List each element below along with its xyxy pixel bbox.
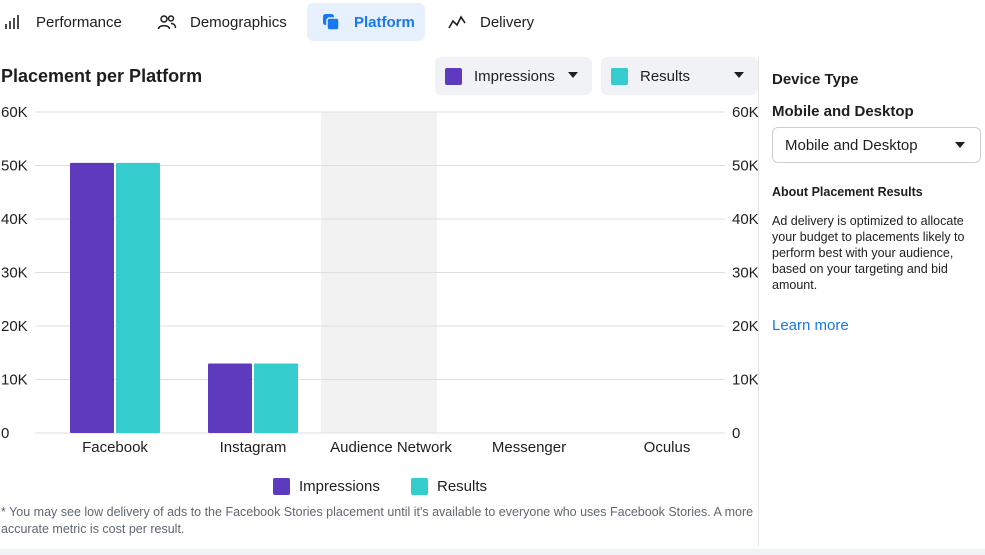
legend-impressions-swatch [273, 477, 290, 495]
caret-down-icon [734, 72, 744, 78]
placement-bar-chart: 0 0 10K 10K 20K 20K 30K 30K 40K 40K 50K 50K 60K 60K Fa… [1, 104, 758, 456]
y2-tick-label: 60K [732, 104, 758, 121]
tab-platform-label: Platform [354, 13, 415, 31]
results-metric-select[interactable]: Results [601, 57, 758, 95]
tab-platform[interactable]: Platform [307, 3, 425, 41]
legend-impressions[interactable]: Impressions [273, 475, 380, 497]
y2-tick-label: 20K [732, 318, 758, 335]
y2-tick-label: 30K [732, 265, 758, 282]
y2-tick-label: 40K [732, 211, 758, 228]
legend-results-swatch [411, 477, 428, 495]
x-category-label: Oculus [644, 439, 691, 456]
caret-down-icon [568, 72, 578, 78]
tab-demographics[interactable]: Demographics [150, 3, 297, 41]
about-placement-heading: About Placement Results [772, 185, 923, 199]
legend-results-label: Results [437, 477, 488, 495]
people-icon [156, 11, 178, 33]
y2-tick-label: 50K [732, 158, 758, 175]
chart-title: Placement per Platform [1, 66, 203, 86]
tab-demographics-label: Demographics [190, 13, 287, 31]
legend-results[interactable]: Results [411, 475, 487, 497]
device-type-subheading: Mobile and Desktop [772, 103, 914, 120]
y2-tick-label: 10K [732, 372, 758, 389]
x-category-label: Instagram [220, 439, 287, 456]
y-tick-label: 40K [1, 211, 28, 228]
x-category-label: Facebook [82, 439, 148, 456]
y-tick-label: 60K [1, 104, 28, 121]
tab-delivery[interactable]: Delivery [440, 3, 544, 41]
y-tick-label: 20K [1, 318, 28, 335]
device-type-dropdown[interactable]: Mobile and Desktop [772, 127, 981, 163]
y-tick-label: 50K [1, 158, 28, 175]
results-metric-label: Results [640, 67, 691, 85]
bar-impressions-instagram [208, 363, 252, 433]
results-swatch [611, 67, 628, 85]
learn-more-link[interactable]: Learn more [772, 317, 849, 334]
platform-icon [320, 11, 342, 33]
tab-bar: Performance Demographics Platform Delive… [0, 0, 985, 46]
bar-results-instagram [254, 363, 298, 433]
y2-tick-label: 0 [732, 425, 740, 442]
bar-results-facebook [116, 162, 160, 433]
impressions-swatch [445, 67, 462, 85]
tab-performance[interactable]: Performance [0, 3, 132, 41]
x-category-label: Audience Network [330, 439, 452, 456]
legend-impressions-label: Impressions [299, 477, 380, 495]
y-tick-label: 10K [1, 372, 28, 389]
about-placement-text: Ad delivery is optimized to allocate you… [772, 214, 965, 292]
impressions-metric-label: Impressions [474, 67, 555, 85]
x-category-label: Messenger [492, 439, 566, 456]
device-type-value: Mobile and Desktop [785, 136, 918, 154]
caret-down-icon [955, 142, 965, 148]
tab-performance-label: Performance [36, 13, 122, 31]
bar-impressions-facebook [70, 162, 114, 433]
y-tick-label: 0 [1, 425, 9, 442]
device-type-heading: Device Type [772, 71, 859, 88]
bottom-divider [0, 549, 985, 555]
delivery-line-icon [446, 11, 468, 33]
tab-delivery-label: Delivery [480, 13, 535, 31]
impressions-metric-select[interactable]: Impressions [435, 57, 592, 95]
bar-chart-icon [2, 11, 24, 33]
y-tick-label: 30K [1, 265, 28, 282]
footnote: * You may see low delivery of ads to the… [1, 505, 754, 536]
device-panel: Device Type Mobile and Desktop Mobile an… [758, 57, 985, 547]
